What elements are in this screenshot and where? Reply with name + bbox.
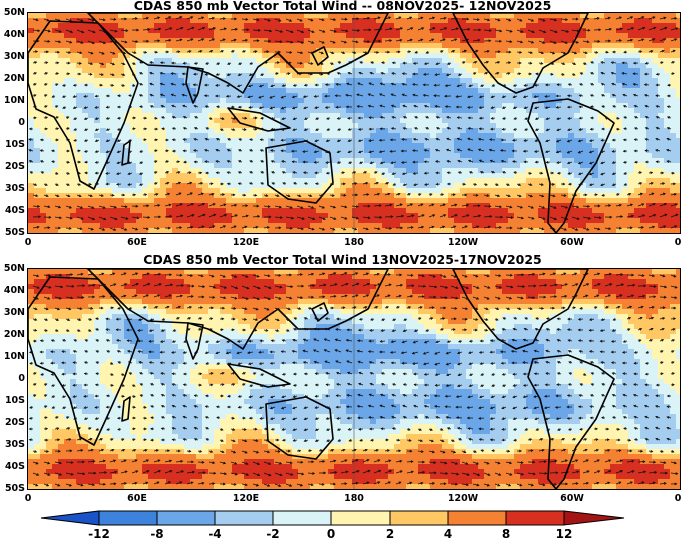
colorbar-label: 2 (386, 528, 394, 540)
lon-label: 120W (448, 238, 478, 248)
lon-label: 180 (344, 494, 364, 504)
lat-label: 30N (0, 308, 25, 318)
colorbar-label: -4 (208, 528, 221, 540)
lon-label: 0 (675, 238, 682, 248)
lon-label: 0 (25, 238, 32, 248)
lat-label: 20N (0, 74, 25, 84)
lon-label: 60E (127, 494, 147, 504)
wind-map-top (27, 12, 681, 234)
lon-label: 60W (560, 238, 584, 248)
lat-label: 10N (0, 96, 25, 106)
lon-label: 0 (675, 494, 682, 504)
colorbar-label: -8 (150, 528, 163, 540)
lon-label: 0 (25, 494, 32, 504)
colorbar-label: 8 (502, 528, 510, 540)
lat-label: 20N (0, 330, 25, 340)
lat-label: 30N (0, 52, 25, 62)
lat-label: 20S (0, 162, 25, 172)
lat-label: 50N (0, 264, 25, 274)
lat-label: 50N (0, 8, 25, 18)
lat-label: 40S (0, 462, 25, 472)
lat-label: 40S (0, 206, 25, 216)
colorbar-label: -12 (88, 528, 110, 540)
lat-label: 20S (0, 418, 25, 428)
wind-map-bottom (27, 268, 681, 490)
colorbar-label: 4 (444, 528, 452, 540)
lat-label: 50S (0, 484, 25, 494)
lat-label: 0 (0, 374, 25, 384)
lon-label: 60E (127, 238, 147, 248)
lat-label: 10S (0, 140, 25, 150)
lon-label: 180 (344, 238, 364, 248)
panel-title-bottom: CDAS 850 mb Vector Total Wind 13NOV2025-… (0, 253, 685, 267)
lat-label: 50S (0, 228, 25, 238)
colorbar-label: 12 (556, 528, 573, 540)
lat-label: 10N (0, 352, 25, 362)
lat-label: 40N (0, 30, 25, 40)
lon-label: 120E (233, 494, 259, 504)
lon-label: 120W (448, 494, 478, 504)
lon-label: 60W (560, 494, 584, 504)
lon-label: 120E (233, 238, 259, 248)
lat-label: 0 (0, 118, 25, 128)
lat-label: 30S (0, 184, 25, 194)
lat-label: 40N (0, 286, 25, 296)
lat-label: 30S (0, 440, 25, 450)
colorbar-label: -2 (266, 528, 279, 540)
lat-label: 10S (0, 396, 25, 406)
colorbar-label: 0 (327, 528, 335, 540)
